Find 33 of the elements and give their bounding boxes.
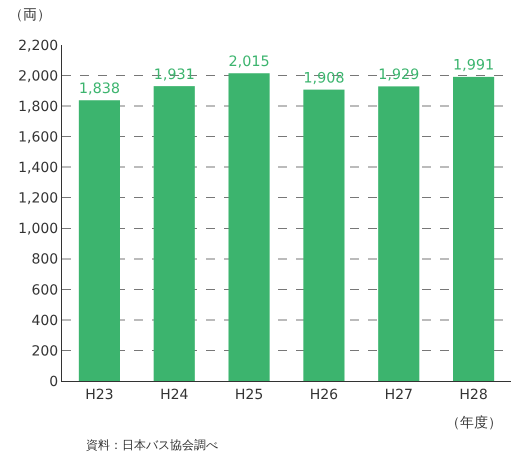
x-tick-label: H25 <box>234 386 264 403</box>
text: 資料：日本バス協会調べ <box>86 438 218 452</box>
bar <box>453 76 494 381</box>
data-label: 1,991 <box>453 58 494 74</box>
x-tick-label: H23 <box>85 386 114 403</box>
bar <box>154 86 195 381</box>
data-label: 1,929 <box>378 67 420 84</box>
data-label: 1,838 <box>78 81 120 98</box>
y-tick-label: 2,200 <box>18 38 58 54</box>
data-label: 1,931 <box>154 66 195 83</box>
data-label: 1,908 <box>303 70 344 86</box>
y-tick-label: 1,200 <box>18 190 58 207</box>
y-tick-label: 800 <box>31 252 58 268</box>
x-axis-title: （年度） <box>446 415 502 431</box>
x-tick-label: H24 <box>160 386 189 403</box>
bar <box>228 73 270 381</box>
y-tick-label: 2,000 <box>18 68 58 84</box>
bar <box>78 100 120 381</box>
bar <box>303 90 344 381</box>
y-tick-label: 600 <box>31 282 58 298</box>
x-tick-label: H26 <box>310 386 338 403</box>
x-tick-label: H28 <box>459 386 488 403</box>
y-tick-label: 1,000 <box>18 221 58 238</box>
data-label: 2,015 <box>228 54 270 70</box>
y-axis-title: （両） <box>9 7 51 23</box>
bar <box>378 86 420 381</box>
y-tick-label: 0 <box>49 374 58 390</box>
y-tick-label: 200 <box>31 343 58 360</box>
y-tick-label: 1,800 <box>18 98 58 115</box>
y-tick-label: 1,600 <box>18 130 58 146</box>
x-tick-label: H27 <box>384 386 413 403</box>
y-tick-label: 1,400 <box>18 160 58 176</box>
y-tick-label: 400 <box>31 312 58 329</box>
